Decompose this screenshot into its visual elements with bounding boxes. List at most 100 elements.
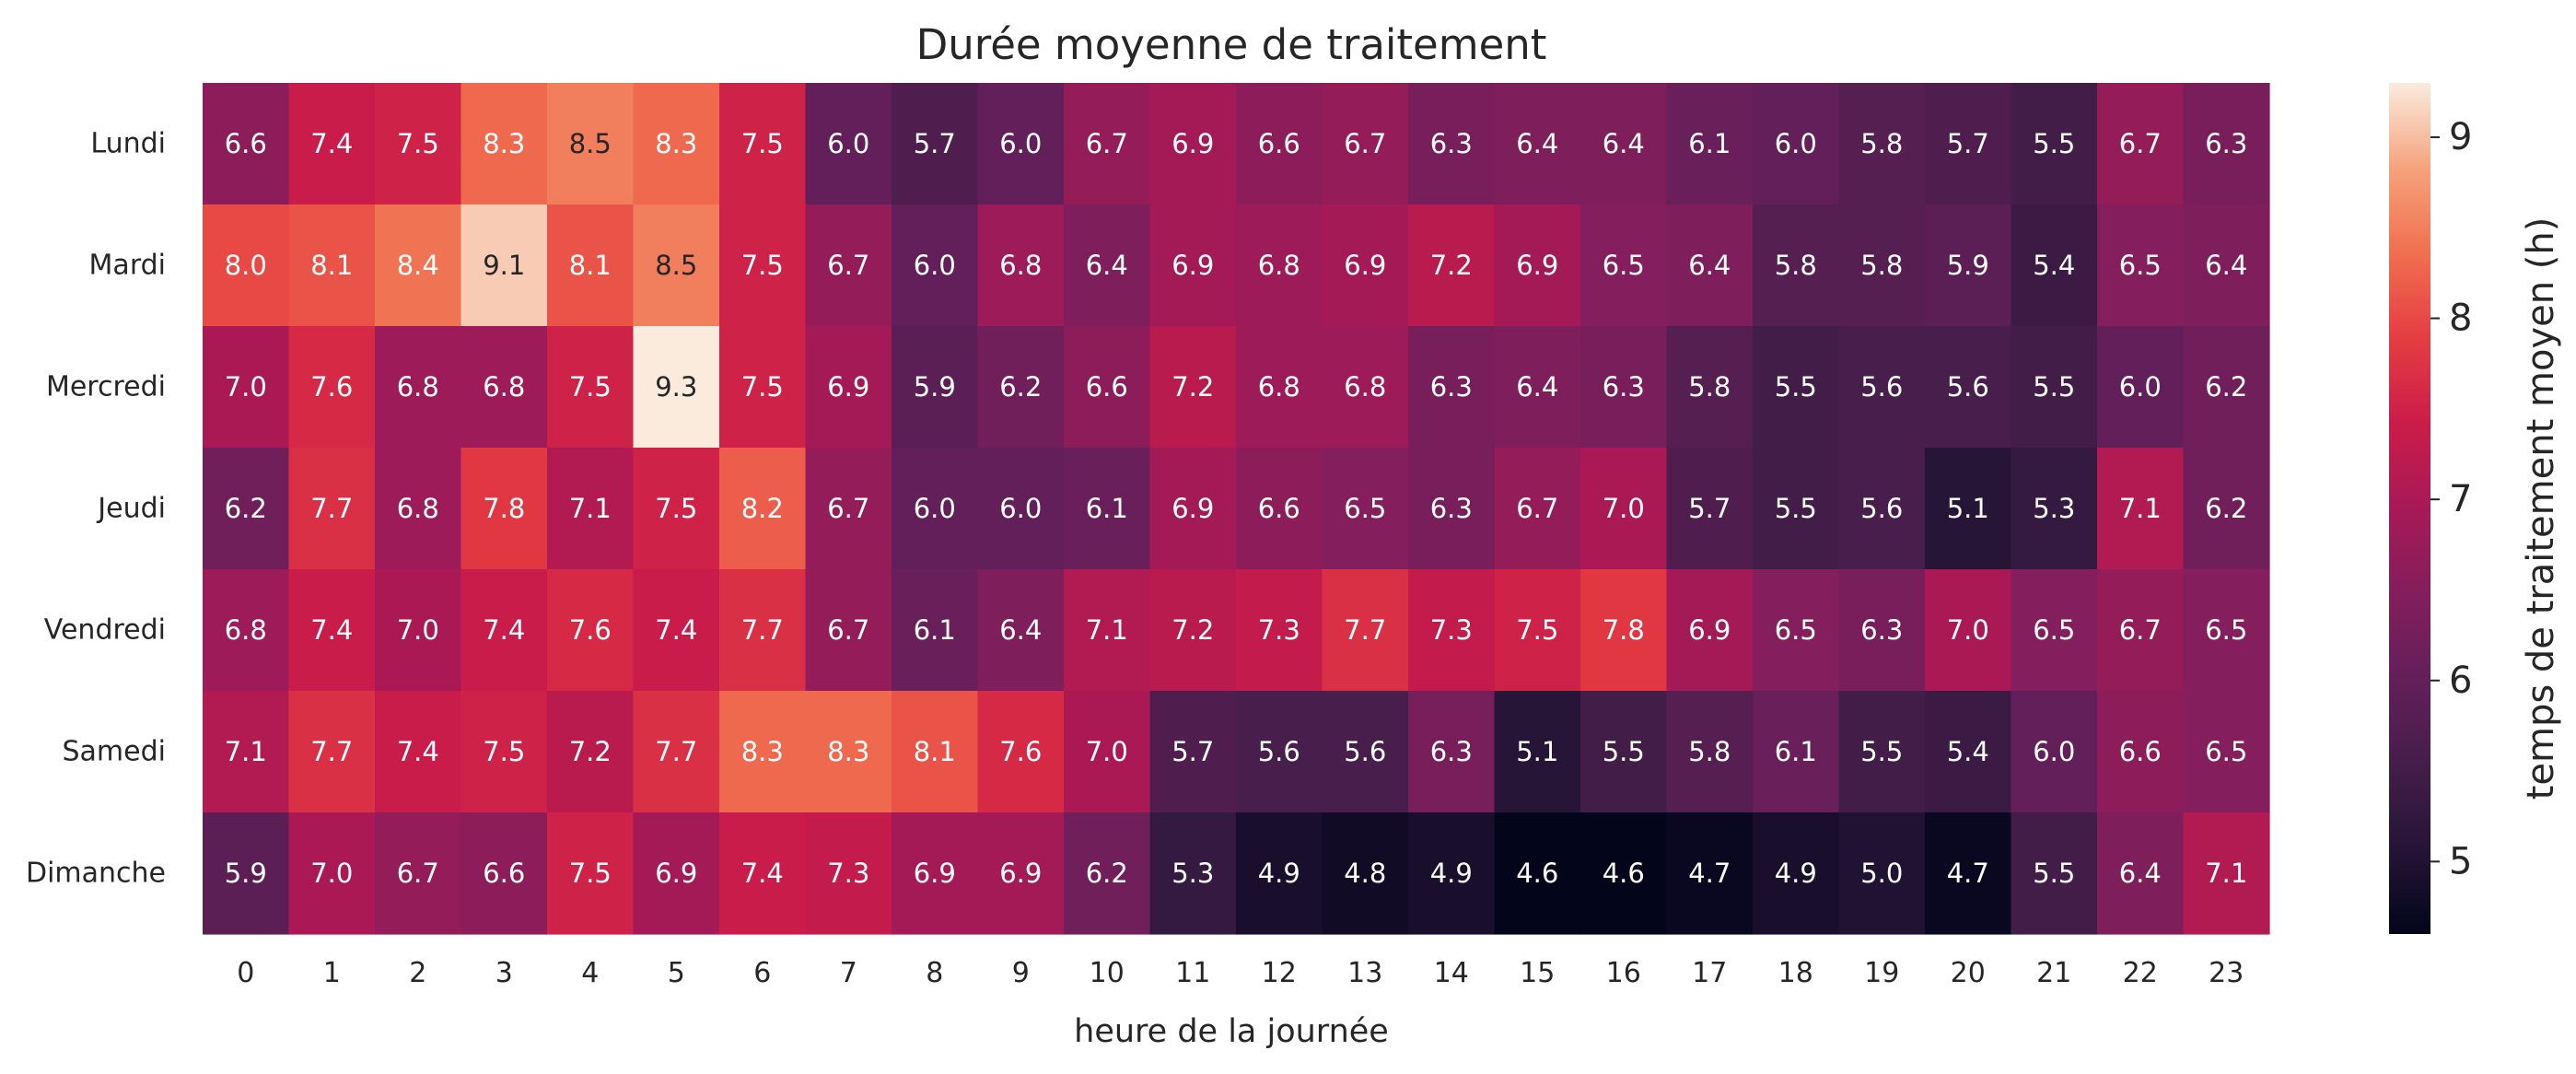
- cell-value-label: 6.9: [1688, 614, 1731, 646]
- heatmap-cell: [892, 83, 979, 205]
- cell-value-label: 6.7: [1086, 128, 1128, 159]
- cell-value-label: 6.9: [827, 371, 869, 403]
- heatmap-cell: [2097, 691, 2185, 813]
- cell-value-label: 6.6: [225, 128, 267, 159]
- heatmap-cell: [1580, 326, 1668, 449]
- colorbar-label: temps de traitement moyen (h): [2520, 217, 2562, 800]
- heatmap-cell: [288, 448, 376, 570]
- cell-value-label: 6.0: [2119, 371, 2162, 403]
- x-tick-label: 10: [1090, 957, 1125, 989]
- cell-value-label: 7.6: [999, 736, 1042, 767]
- cell-value-label: 4.7: [1947, 858, 1989, 889]
- heatmap-cell: [2097, 326, 2185, 449]
- heatmap-cell: [1666, 83, 1754, 205]
- heatmap-cell: [2183, 569, 2270, 692]
- cell-value-label: 6.3: [1603, 371, 1645, 403]
- heatmap-cell: [1666, 448, 1754, 570]
- cell-value-label: 6.3: [1430, 371, 1473, 403]
- cell-value-label: 6.7: [827, 250, 869, 281]
- cell-value-label: 7.4: [483, 614, 525, 646]
- heatmap-cell: [1408, 812, 1496, 935]
- heatmap-cell: [977, 691, 1065, 813]
- heatmap-cell: [375, 204, 462, 327]
- cell-value-label: 6.6: [483, 858, 525, 889]
- colorbar-tick-label: 5: [2449, 840, 2472, 882]
- cell-value-label: 6.4: [1516, 371, 1558, 403]
- cell-value-label: 5.6: [1860, 493, 1903, 524]
- cell-value-label: 6.4: [999, 614, 1042, 646]
- x-tick-label: 17: [1692, 957, 1727, 989]
- heatmap-cell: [805, 812, 892, 935]
- heatmap-cell: [977, 448, 1065, 570]
- heatmap-cell: [1322, 326, 1409, 449]
- cell-value-label: 7.0: [1086, 736, 1128, 767]
- cell-value-label: 6.2: [2205, 371, 2247, 403]
- heatmap-cell: [460, 691, 548, 813]
- cell-value-label: 5.7: [1171, 736, 1214, 767]
- heatmap-cell: [1925, 448, 2012, 570]
- cell-value-label: 6.7: [397, 858, 439, 889]
- cell-value-label: 6.3: [1430, 493, 1473, 524]
- cell-value-label: 9.3: [655, 371, 697, 403]
- heatmap-cell: [1322, 448, 1409, 570]
- cell-value-label: 7.0: [1947, 614, 1989, 646]
- heatmap-cell: [633, 448, 720, 570]
- heatmap-cell: [547, 326, 635, 449]
- heatmap-cell: [805, 204, 892, 327]
- cell-value-label: 4.6: [1603, 858, 1645, 889]
- cell-value-label: 7.7: [741, 614, 784, 646]
- heatmap-cell: [547, 448, 635, 570]
- cell-value-label: 7.2: [569, 736, 612, 767]
- heatmap-cell: [1838, 448, 1926, 570]
- heatmap-cell: [1838, 204, 1926, 327]
- cell-value-label: 6.8: [1258, 371, 1300, 403]
- cell-value-label: 5.3: [1171, 858, 1214, 889]
- cell-value-label: 5.9: [225, 858, 267, 889]
- cell-value-label: 6.5: [2205, 736, 2247, 767]
- heatmap-cell: [547, 83, 635, 205]
- heatmap-cell: [547, 204, 635, 327]
- cell-value-label: 5.6: [1947, 371, 1989, 403]
- cell-value-label: 6.6: [1258, 493, 1300, 524]
- heatmap-cell: [203, 812, 290, 935]
- heatmap-cell: [2183, 448, 2270, 570]
- cell-value-label: 6.8: [225, 614, 267, 646]
- cell-value-label: 7.8: [1603, 614, 1645, 646]
- heatmap-cell: [547, 691, 635, 813]
- heatmap-cell: [805, 326, 892, 449]
- cell-value-label: 8.3: [827, 736, 869, 767]
- heatmap-cell: [1753, 691, 1840, 813]
- heatmap-cell: [460, 83, 548, 205]
- cell-value-label: 7.1: [1086, 614, 1128, 646]
- heatmap-cell: [1838, 812, 1926, 935]
- x-tick-label: 13: [1347, 957, 1382, 989]
- cell-value-label: 7.0: [1603, 493, 1645, 524]
- y-tick-label: Samedi: [63, 736, 167, 768]
- cell-value-label: 6.3: [1860, 614, 1903, 646]
- y-tick-labels: Lundi Mardi Mercredi Jeudi Vendredi Samedi Dim…: [26, 128, 166, 890]
- cell-value-label: 6.5: [2033, 614, 2075, 646]
- heatmap-cell: [633, 204, 720, 327]
- cell-value-label: 8.1: [569, 250, 612, 281]
- heatmap-cell: [203, 691, 290, 813]
- heatmap-cell: [1666, 326, 1754, 449]
- heatmap-cell: [2011, 448, 2098, 570]
- cell-value-label: 7.4: [310, 128, 353, 159]
- x-tick-label: 19: [1864, 957, 1899, 989]
- heatmap-cell: [977, 812, 1065, 935]
- heatmap-cell: [460, 812, 548, 935]
- heatmap-cell: [1064, 569, 1151, 692]
- heatmap-cell: [203, 448, 290, 570]
- heatmap-cell: [1064, 691, 1151, 813]
- x-axis-label: heure de la journée: [1074, 1013, 1389, 1050]
- cell-value-label: 6.9: [1171, 250, 1214, 281]
- heatmap-cell: [1236, 569, 1323, 692]
- heatmap-cell: [375, 569, 462, 692]
- cell-value-label: 8.5: [569, 128, 612, 159]
- heatmap-cell: [805, 569, 892, 692]
- heatmap-cell: [1925, 569, 2012, 692]
- heatmap-cell: [1666, 812, 1754, 935]
- colorbar-tick-label: 6: [2449, 660, 2472, 702]
- x-tick-label: 2: [409, 957, 426, 989]
